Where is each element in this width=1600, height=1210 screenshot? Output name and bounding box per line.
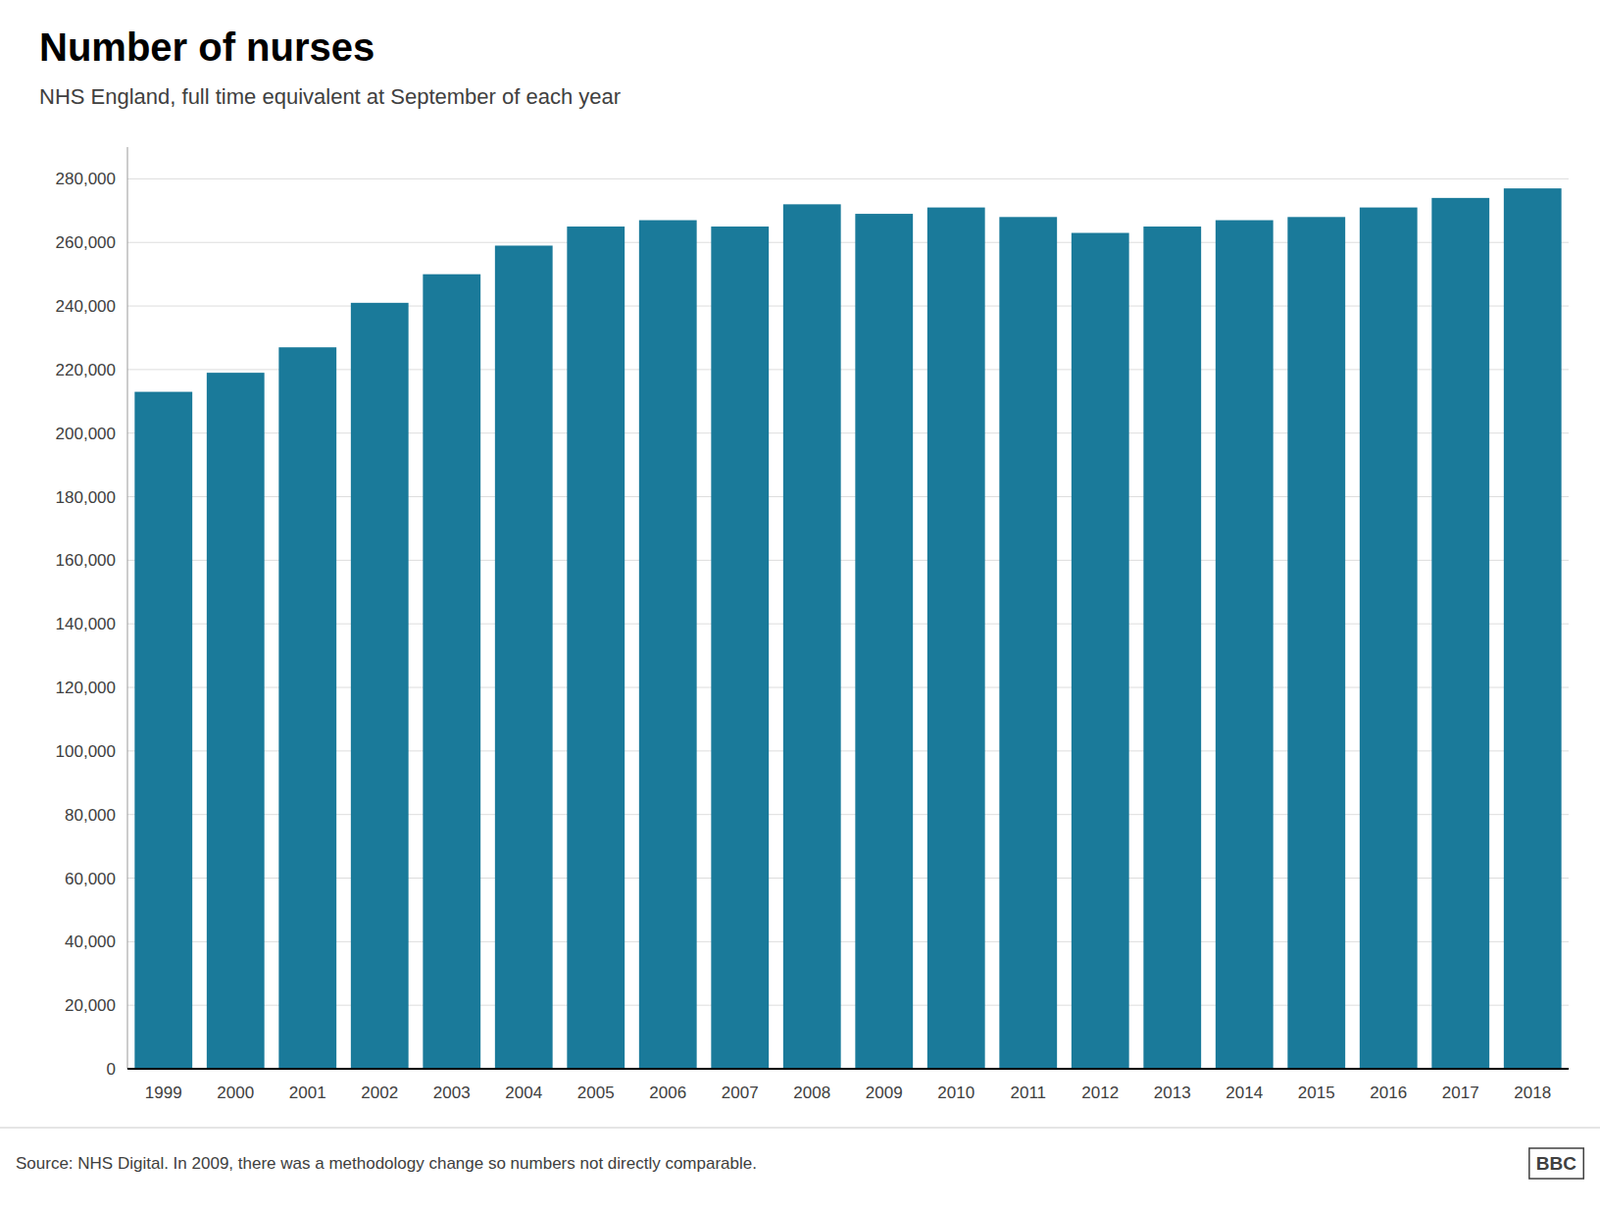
bar	[206, 372, 265, 1069]
grid-line	[127, 432, 1569, 434]
x-tick-label: 2003	[433, 1083, 471, 1102]
grid-line	[127, 750, 1569, 751]
bar	[422, 274, 481, 1069]
x-tick-label: 1999	[145, 1083, 183, 1102]
y-tick-label: 220,000	[55, 360, 116, 380]
x-tick-label: 2017	[1442, 1083, 1480, 1102]
y-tick-label: 60,000	[64, 869, 116, 889]
bar	[566, 226, 625, 1069]
title: Number of nurses	[39, 25, 375, 69]
y-tick-label: 100,000	[55, 742, 116, 761]
y-tick-label: 120,000	[55, 678, 116, 698]
grid-line	[127, 496, 1569, 498]
grid	[127, 178, 1569, 1069]
grid-line	[127, 1068, 1569, 1070]
bar	[495, 245, 553, 1069]
chart: Number of nurses NHS England, full time e…	[0, 0, 1600, 1210]
bar	[278, 347, 337, 1069]
x-tick-label: 2012	[1081, 1083, 1119, 1102]
separator	[0, 1127, 1600, 1129]
bar	[134, 392, 193, 1069]
x-tick-label: 2007	[721, 1083, 759, 1102]
bar	[1143, 226, 1201, 1069]
y-tick-label: 200,000	[55, 424, 116, 444]
y-tick-label: 20,000	[64, 996, 116, 1015]
x-tick-label: 2015	[1298, 1083, 1336, 1102]
y-tick-label: 280,000	[55, 169, 116, 189]
grid-line	[127, 178, 1569, 180]
x-tick-label: 2011	[1009, 1083, 1047, 1102]
x-tick-label: 2014	[1225, 1083, 1263, 1102]
x-tick-label: 2002	[360, 1083, 399, 1102]
y-axis: 0 20,000 40,000 60,000 80,000 100,000 120,000 1…	[55, 169, 116, 1079]
bar	[1215, 220, 1274, 1069]
bar	[1287, 216, 1346, 1069]
grid-line	[127, 1004, 1569, 1006]
bar	[639, 220, 698, 1069]
grid-line	[127, 623, 1569, 625]
grid-line	[127, 305, 1569, 307]
x-tick-label: 2000	[216, 1083, 254, 1102]
grid-line	[127, 559, 1569, 561]
x-tick-label: 2016	[1369, 1083, 1407, 1102]
y-tick-label: 160,000	[55, 550, 116, 570]
bar	[1071, 233, 1130, 1069]
bar	[1359, 207, 1418, 1069]
y-tick-label: 80,000	[64, 805, 116, 825]
source-note: Source: NHS Digital. In 2009, there was …	[15, 1153, 757, 1173]
y-tick-label: 40,000	[64, 932, 116, 951]
logo-text: BBC	[1536, 1152, 1577, 1174]
bar	[1503, 188, 1562, 1069]
y-tick-label: 260,000	[55, 233, 116, 252]
y-tick-label: 0	[106, 1059, 116, 1079]
y-tick-label: 180,000	[55, 488, 116, 507]
grid-line	[127, 242, 1569, 244]
y-tick-label: 140,000	[55, 614, 116, 634]
y-tick-label: 240,000	[55, 297, 116, 316]
x-tick-label: 2006	[649, 1083, 687, 1102]
grid-line	[127, 941, 1569, 943]
bar	[710, 226, 769, 1069]
x-tick-label: 2005	[577, 1083, 615, 1102]
bar	[854, 213, 913, 1069]
bar	[927, 207, 986, 1069]
bars	[134, 188, 1561, 1069]
x-tick-label: 2004	[504, 1083, 543, 1102]
subtitle: NHS England, full time equivalent at Sep…	[39, 84, 621, 109]
x-tick-label: 2008	[793, 1083, 831, 1102]
bar	[783, 203, 842, 1069]
y-axis-line	[127, 147, 129, 1069]
grid-line	[127, 368, 1569, 370]
bar	[1431, 198, 1490, 1069]
bar	[350, 302, 409, 1069]
x-axis-line	[127, 1067, 1569, 1070]
x-tick-label: 2013	[1153, 1083, 1192, 1102]
grid-line	[127, 813, 1569, 815]
background	[0, 0, 1600, 1210]
x-tick-label: 2010	[937, 1083, 975, 1102]
x-axis: 1999 2000 2001 2002 2003 2004 2005 2006 2007 2008…	[145, 1083, 1551, 1102]
x-tick-label: 2009	[865, 1083, 903, 1102]
bar	[999, 216, 1057, 1069]
x-tick-label: 2018	[1513, 1083, 1551, 1102]
logo-box	[1529, 1148, 1584, 1179]
x-tick-label: 2001	[289, 1083, 327, 1102]
grid-line	[127, 687, 1569, 689]
grid-line	[127, 877, 1569, 879]
